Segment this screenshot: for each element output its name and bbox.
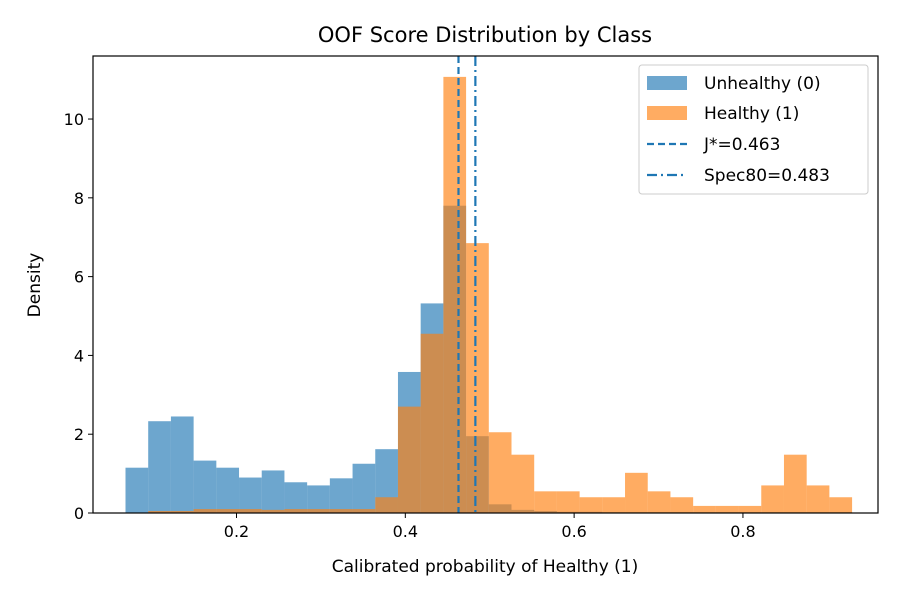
histogram-bar-unhealthy [125,467,149,513]
legend-label-spec80: Spec80=0.483 [704,166,830,186]
legend-label-j: J*=0.463 [703,135,780,155]
legend-box [638,64,869,195]
legend-label-unhealthy: Unhealthy (0) [704,74,821,94]
histogram-bar-healthy [693,505,716,513]
histogram-bar-healthy [625,472,648,513]
histogram-bar-healthy [488,432,512,513]
x-axis-ticks: 0.2 0.4 0.6 0.8 [224,513,756,541]
histogram-bar-healthy [284,509,308,513]
x-tick-label: 0.4 [393,522,418,541]
legend-label-healthy: Healthy (1) [704,104,799,124]
histogram-bar-healthy [715,505,739,513]
histogram-bar-healthy [829,497,853,513]
histogram-bar-healthy [806,485,830,513]
histogram-bar-healthy [193,509,217,513]
histogram-bar-healthy [602,497,626,513]
histogram-bar-healthy [397,406,421,513]
histogram-bar-healthy [670,497,694,513]
histogram-bar-healthy [148,511,171,513]
y-tick-label: 6 [74,268,84,287]
histogram-bar-healthy [443,76,467,513]
histogram-bar-healthy [170,511,194,513]
histogram-bar-healthy [420,333,444,513]
histogram-bar-healthy [261,509,285,513]
histogram-bar-healthy [511,454,535,513]
histogram-bar-healthy [647,491,671,513]
histogram-bar-unhealthy [239,477,262,513]
y-axis-label: Density [25,253,45,318]
y-axis-ticks: 0 2 4 6 8 10 [64,110,93,523]
histogram-bar-healthy [738,505,762,513]
histogram-bar-healthy [375,497,398,513]
x-tick-label: 0.8 [730,522,755,541]
histogram-bar-healthy [466,243,489,513]
histogram-bar-unhealthy [148,421,171,513]
bars-layer [125,76,853,513]
histogram-bar-unhealthy [193,460,217,513]
histogram-bar-healthy [579,497,603,513]
plot-frame [92,55,879,514]
y-tick-label: 8 [74,189,84,208]
y-tick-label: 2 [74,425,84,444]
histogram-bar-healthy [761,485,784,513]
histogram-bar-unhealthy [352,463,376,513]
y-tick-label: 0 [74,504,84,523]
legend: Unhealthy (0) Healthy (1) J*=0.463 Spec8… [638,64,869,195]
histogram-bar-healthy [352,509,376,513]
histogram-bar-healthy [329,509,353,513]
reference-lines [457,56,477,513]
histogram-bar-unhealthy [216,467,240,513]
histogram-bar-healthy [239,509,262,513]
histogram-bar-unhealthy [329,478,353,513]
histogram-bar-unhealthy [284,482,308,513]
histogram-bar-unhealthy [375,449,398,513]
x-axis-label: Calibrated probability of Healthy (1) [332,557,639,577]
y-tick-label: 10 [64,110,84,129]
histogram-bar-healthy [783,454,807,513]
histogram-bar-healthy [307,509,330,513]
histogram-bar-healthy [534,491,557,513]
legend-swatch-unhealthy [647,76,687,90]
legend-swatch-healthy [647,106,687,120]
histogram-bar-healthy [216,509,240,513]
x-tick-label: 0.6 [561,522,586,541]
y-tick-label: 4 [74,346,84,365]
histogram-bar-unhealthy [261,470,285,513]
histogram-bar-unhealthy [170,416,194,513]
chart-title: OOF Score Distribution by Class [318,23,652,47]
x-tick-label: 0.2 [224,522,249,541]
histogram-bar-unhealthy [307,485,330,513]
histogram-bar-healthy [556,491,580,513]
